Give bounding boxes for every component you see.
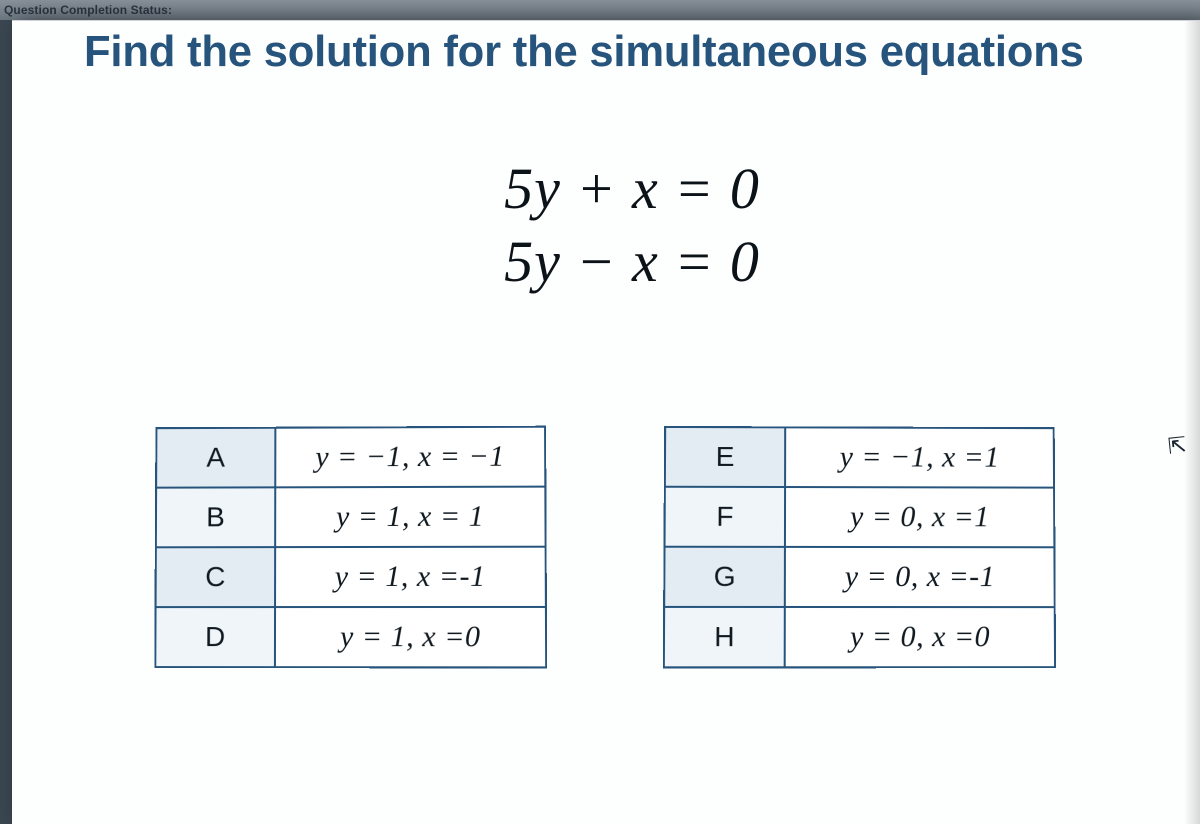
- option-answer: y = 1, x =0: [275, 607, 546, 667]
- table-row[interactable]: G y = 0, x =-1: [664, 547, 1055, 607]
- options-table-right: E y = −1, x =1 F y = 0, x =1 G y = 0, x …: [663, 426, 1056, 668]
- options-table-left: A y = −1, x = −1 B y = 1, x = 1 C y = 1,…: [154, 426, 547, 669]
- option-answer: y = 1, x =-1: [275, 547, 546, 607]
- option-letter: F: [665, 487, 786, 547]
- option-letter: A: [156, 428, 275, 488]
- option-letter: C: [156, 547, 276, 607]
- option-answer: y = 0, x =1: [785, 487, 1054, 547]
- table-row[interactable]: F y = 0, x =1: [665, 487, 1055, 548]
- option-letter: B: [156, 488, 275, 548]
- table-row[interactable]: A y = −1, x = −1: [156, 427, 545, 488]
- options-tables: A y = −1, x = −1 B y = 1, x = 1 C y = 1,…: [84, 426, 1180, 668]
- table-row[interactable]: E y = −1, x =1: [665, 427, 1054, 488]
- status-bar: Question Completion Status:: [0, 0, 1200, 20]
- slide-page: Find the solution for the simultaneous e…: [12, 20, 1200, 824]
- table-row[interactable]: H y = 0, x =0: [664, 607, 1055, 667]
- option-answer: y = −1, x =1: [785, 428, 1054, 488]
- option-letter: H: [664, 607, 785, 667]
- option-answer: y = 1, x = 1: [275, 487, 545, 547]
- option-answer: y = 0, x =0: [785, 607, 1055, 667]
- table-row[interactable]: D y = 1, x =0: [155, 607, 546, 667]
- option-answer: y = 0, x =-1: [785, 547, 1055, 607]
- option-letter: G: [664, 547, 785, 607]
- option-letter: D: [155, 607, 275, 667]
- equation-block: 5y + x = 0 5y − x = 0: [292, 153, 972, 298]
- table-row[interactable]: B y = 1, x = 1: [156, 487, 546, 548]
- page-title: Find the solution for the simultaneous e…: [84, 29, 1169, 75]
- equation-line-2: 5y − x = 0: [292, 226, 972, 299]
- option-letter: E: [665, 427, 785, 487]
- option-answer: y = −1, x = −1: [275, 427, 545, 488]
- equation-line-1: 5y + x = 0: [292, 153, 972, 226]
- table-row[interactable]: C y = 1, x =-1: [156, 547, 546, 607]
